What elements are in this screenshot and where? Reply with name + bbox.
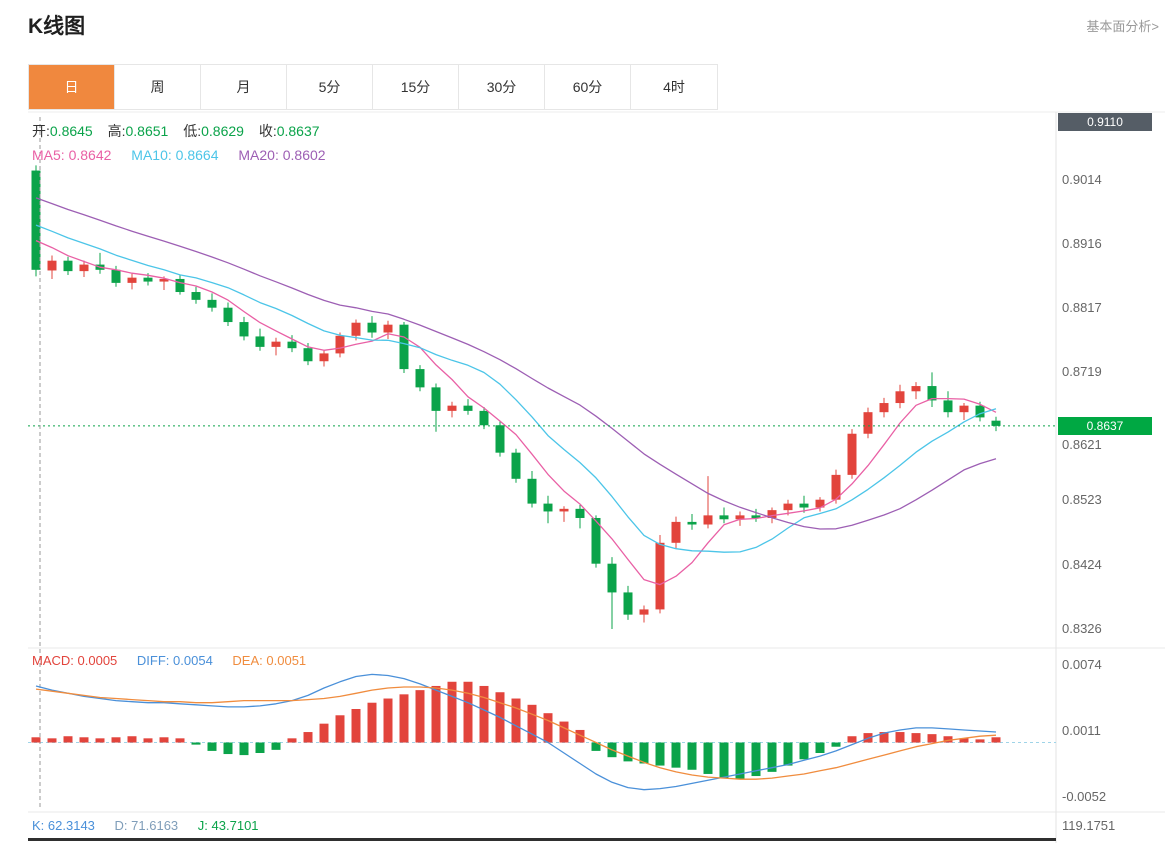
page-title: K线图 [28,15,86,38]
period-tabbar: 日周月 5分 15分 30分 60分 4时 [28,64,718,110]
price-axis-label: 0.9014 [1062,171,1102,187]
ma20-value: 0.8602 [282,147,326,163]
d-label: D: [114,818,128,833]
tab-min30[interactable]: 30分 [459,65,545,109]
price-axis-label: 0.8817 [1062,300,1102,316]
ohlc-legend: 开:0.8645 高:0.8651 低:0.8629 收:0.8637 [32,121,331,141]
tab-min5[interactable]: 5分 [287,65,373,109]
ma10-label: MA10: [131,147,172,163]
axis-max-badge: 0.9110 [1058,113,1152,131]
macd-axis-label: 0.0074 [1062,657,1102,672]
price-axis-label: 0.8326 [1062,621,1102,636]
ma5-label: MA5: [32,147,65,163]
diff-value: 0.0054 [173,653,213,668]
price-axis-label: 0.8523 [1062,492,1102,508]
dea-value: 0.0051 [266,653,307,668]
k-label: K: [32,818,45,833]
macd-value: 0.0005 [77,653,118,668]
open-label: 开: [32,123,50,139]
macd-label: MACD: [32,653,74,668]
kdj-axis-label: 119.1751 [1062,818,1116,833]
close-label: 收: [258,123,277,139]
tab-hour4[interactable]: 4时 [631,65,717,109]
high-value: 0.8651 [125,123,169,139]
ma-legend: MA5: 0.8642 MA10: 0.8664 MA20: 0.8602 [32,147,342,163]
ma5-value: 0.8642 [68,147,112,163]
high-label: 高: [107,123,126,139]
current-price-badge: 0.8637 [1058,416,1152,435]
price-axis-label: 0.8916 [1062,235,1102,251]
dea-label: DEA: [232,653,263,668]
tab-day[interactable]: 日 [29,65,115,109]
ma20-label: MA20: [238,147,279,163]
low-label: 低: [183,123,202,139]
tab-week[interactable]: 周 [115,65,201,109]
tab-month[interactable]: 月 [201,65,287,109]
j-value: 43.7101 [211,818,259,833]
j-label: J: [197,818,208,833]
macd-legend: MACD: 0.0005 DIFF: 0.0054 DEA: 0.0051 [32,653,322,668]
macd-axis-label: 0.0011 [1062,723,1101,738]
low-value: 0.8629 [201,123,244,139]
ma10-value: 0.8664 [175,147,219,163]
close-value: 0.8637 [276,123,320,139]
diff-label: DIFF: [136,653,170,668]
k-value: 62.3143 [47,818,95,833]
tab-min15[interactable]: 15分 [373,65,459,109]
tab-min60[interactable]: 60分 [545,65,631,109]
kdj-legend: K: 62.3143 D: 71.6163 J: 43.7101 [32,818,275,833]
fundamental-analysis-link[interactable]: 基本面分析> [1086,19,1159,34]
price-axis-label: 0.8424 [1062,557,1102,572]
d-value: 71.6163 [131,818,179,833]
price-axis-label: 0.8621 [1062,437,1102,453]
macd-axis-label: -0.0052 [1062,789,1107,804]
price-axis-label: 0.8719 [1062,364,1102,380]
open-value: 0.8645 [49,123,93,139]
